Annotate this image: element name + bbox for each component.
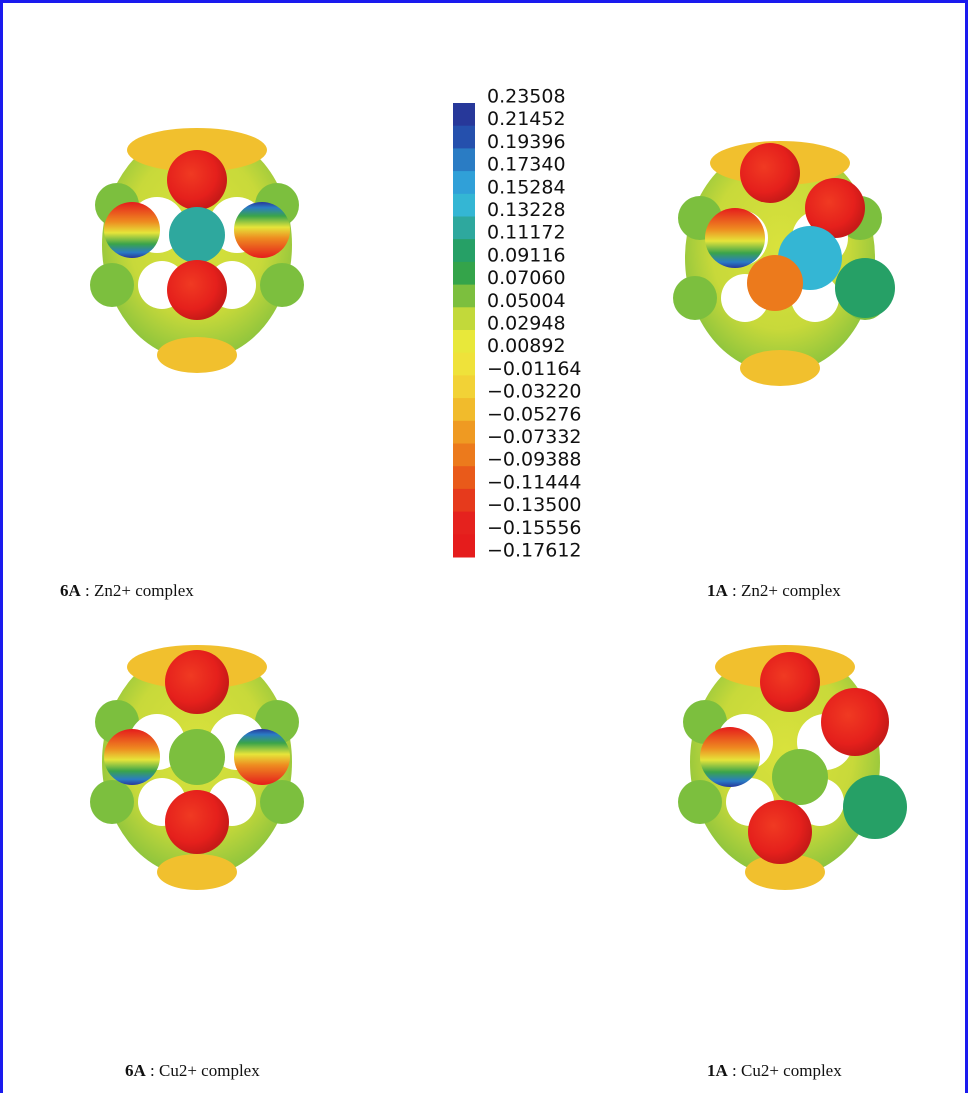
- color-band: [453, 171, 475, 194]
- caption: 1A : Zn2+ complex: [707, 581, 841, 600]
- caption-label: 1A: [707, 1061, 729, 1080]
- legend-label: −0.07332: [487, 426, 582, 448]
- legend-label: 0.17340: [487, 154, 566, 176]
- legend-label: 0.11172: [487, 222, 566, 244]
- legend-label: −0.09388: [487, 449, 582, 471]
- caption: 1A : Cu2+ complex: [707, 1061, 842, 1080]
- color-band: [453, 262, 475, 285]
- legend-label: 0.07060: [487, 267, 566, 289]
- molecule-image: [678, 645, 907, 890]
- legend-label: −0.17612: [487, 540, 582, 562]
- color-band: [453, 489, 475, 512]
- legend-label: −0.15556: [487, 517, 582, 539]
- caption-label: 1A: [707, 581, 729, 600]
- color-band: [453, 103, 475, 126]
- color-band: [453, 285, 475, 308]
- legend-label: −0.03220: [487, 381, 582, 403]
- molecule-image: [673, 141, 895, 386]
- caption-text: : Cu2+ complex: [146, 1061, 260, 1080]
- legend-label: −0.11444: [487, 471, 582, 493]
- legend-label: −0.05276: [487, 403, 582, 425]
- color-band: [453, 126, 475, 149]
- legend-label: 0.19396: [487, 131, 566, 153]
- color-band: [453, 194, 475, 217]
- legend-label: 0.13228: [487, 199, 566, 221]
- legend-label: 0.21452: [487, 108, 566, 130]
- color-band: [453, 375, 475, 398]
- caption: 6A : Zn2+ complex: [60, 581, 194, 600]
- color-band: [453, 466, 475, 489]
- caption-text: : Zn2+ complex: [728, 581, 841, 600]
- caption-label: 6A: [125, 1061, 147, 1080]
- color-band: [453, 353, 475, 376]
- color-band: [453, 444, 475, 467]
- figure: 0.235080.214520.193960.173400.152840.132…: [0, 0, 968, 1093]
- caption-text: : Zn2+ complex: [81, 581, 194, 600]
- caption: 6A : Cu2+ complex: [125, 1061, 260, 1080]
- color-band: [453, 512, 475, 535]
- color-band: [453, 534, 475, 557]
- color-band: [453, 421, 475, 444]
- color-band: [453, 217, 475, 240]
- color-band: [453, 307, 475, 330]
- legend-label: 0.05004: [487, 290, 566, 312]
- caption-label: 6A: [60, 581, 82, 600]
- molecule-image: [90, 128, 304, 373]
- color-band: [453, 239, 475, 262]
- molecule-image: [90, 645, 304, 890]
- legend-label: 0.00892: [487, 335, 566, 357]
- legend-label: 0.15284: [487, 176, 566, 198]
- legend-label: −0.13500: [487, 494, 582, 516]
- color-band: [453, 148, 475, 171]
- color-band: [453, 398, 475, 421]
- color-legend: 0.235080.214520.193960.173400.152840.132…: [453, 86, 582, 562]
- legend-label: 0.23508: [487, 86, 566, 108]
- caption-text: : Cu2+ complex: [728, 1061, 842, 1080]
- legend-label: 0.02948: [487, 313, 566, 335]
- legend-label: −0.01164: [487, 358, 582, 380]
- color-band: [453, 330, 475, 353]
- legend-label: 0.09116: [487, 244, 566, 266]
